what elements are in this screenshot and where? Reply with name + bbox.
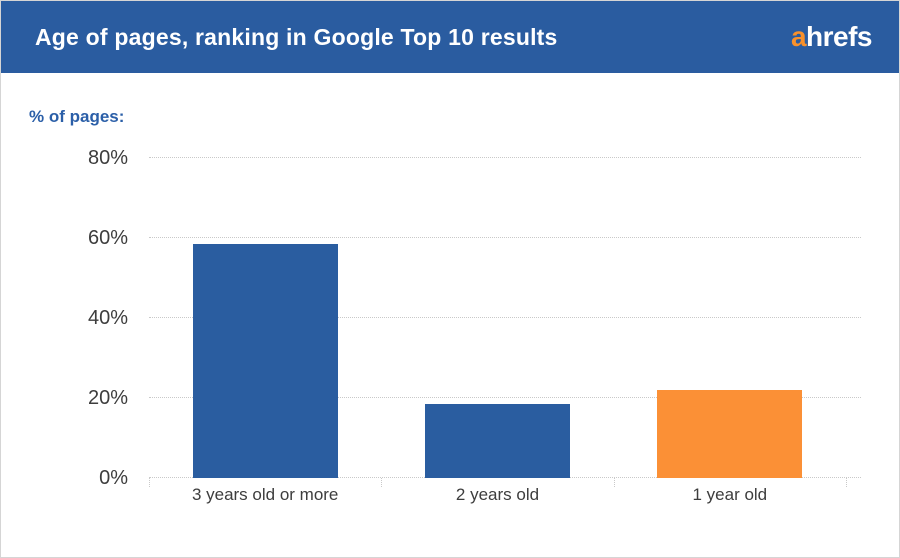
ahrefs-logo-hrefs: hrefs [806,21,872,52]
chart-title: Age of pages, ranking in Google Top 10 r… [35,23,558,50]
y-axis-label: 80% [87,147,128,169]
x-axis-label: 3 years old or more [191,485,339,504]
bar-2-years-old [425,404,570,478]
x-axis-label: 2 years old [455,485,540,504]
gridline-60% [149,237,861,238]
y-axis-label: 20% [87,387,128,409]
ahrefs-logo-a: a [790,21,807,52]
axis-tick [149,478,150,487]
ahrefs-logo: ahrefs [790,21,873,52]
gridline-0% [149,477,861,478]
bar-3-years-old-or-more [192,244,338,478]
gridline-80% [149,157,861,158]
axis-tick [613,478,615,487]
y-axis-label: 60% [87,227,128,249]
y-axis-label: 0% [99,467,128,489]
x-axis-label: 1 year old [692,485,768,504]
gridline-20% [149,397,861,398]
axis-tick [846,478,847,487]
y-axis-label: 40% [87,307,128,329]
bar-1-year-old [657,390,803,478]
header: Age of pages, ranking in Google Top 10 r… [1,1,899,73]
y-axis-caption: % of pages: [29,107,125,126]
axis-tick [381,478,383,487]
gridline-40% [149,317,861,318]
